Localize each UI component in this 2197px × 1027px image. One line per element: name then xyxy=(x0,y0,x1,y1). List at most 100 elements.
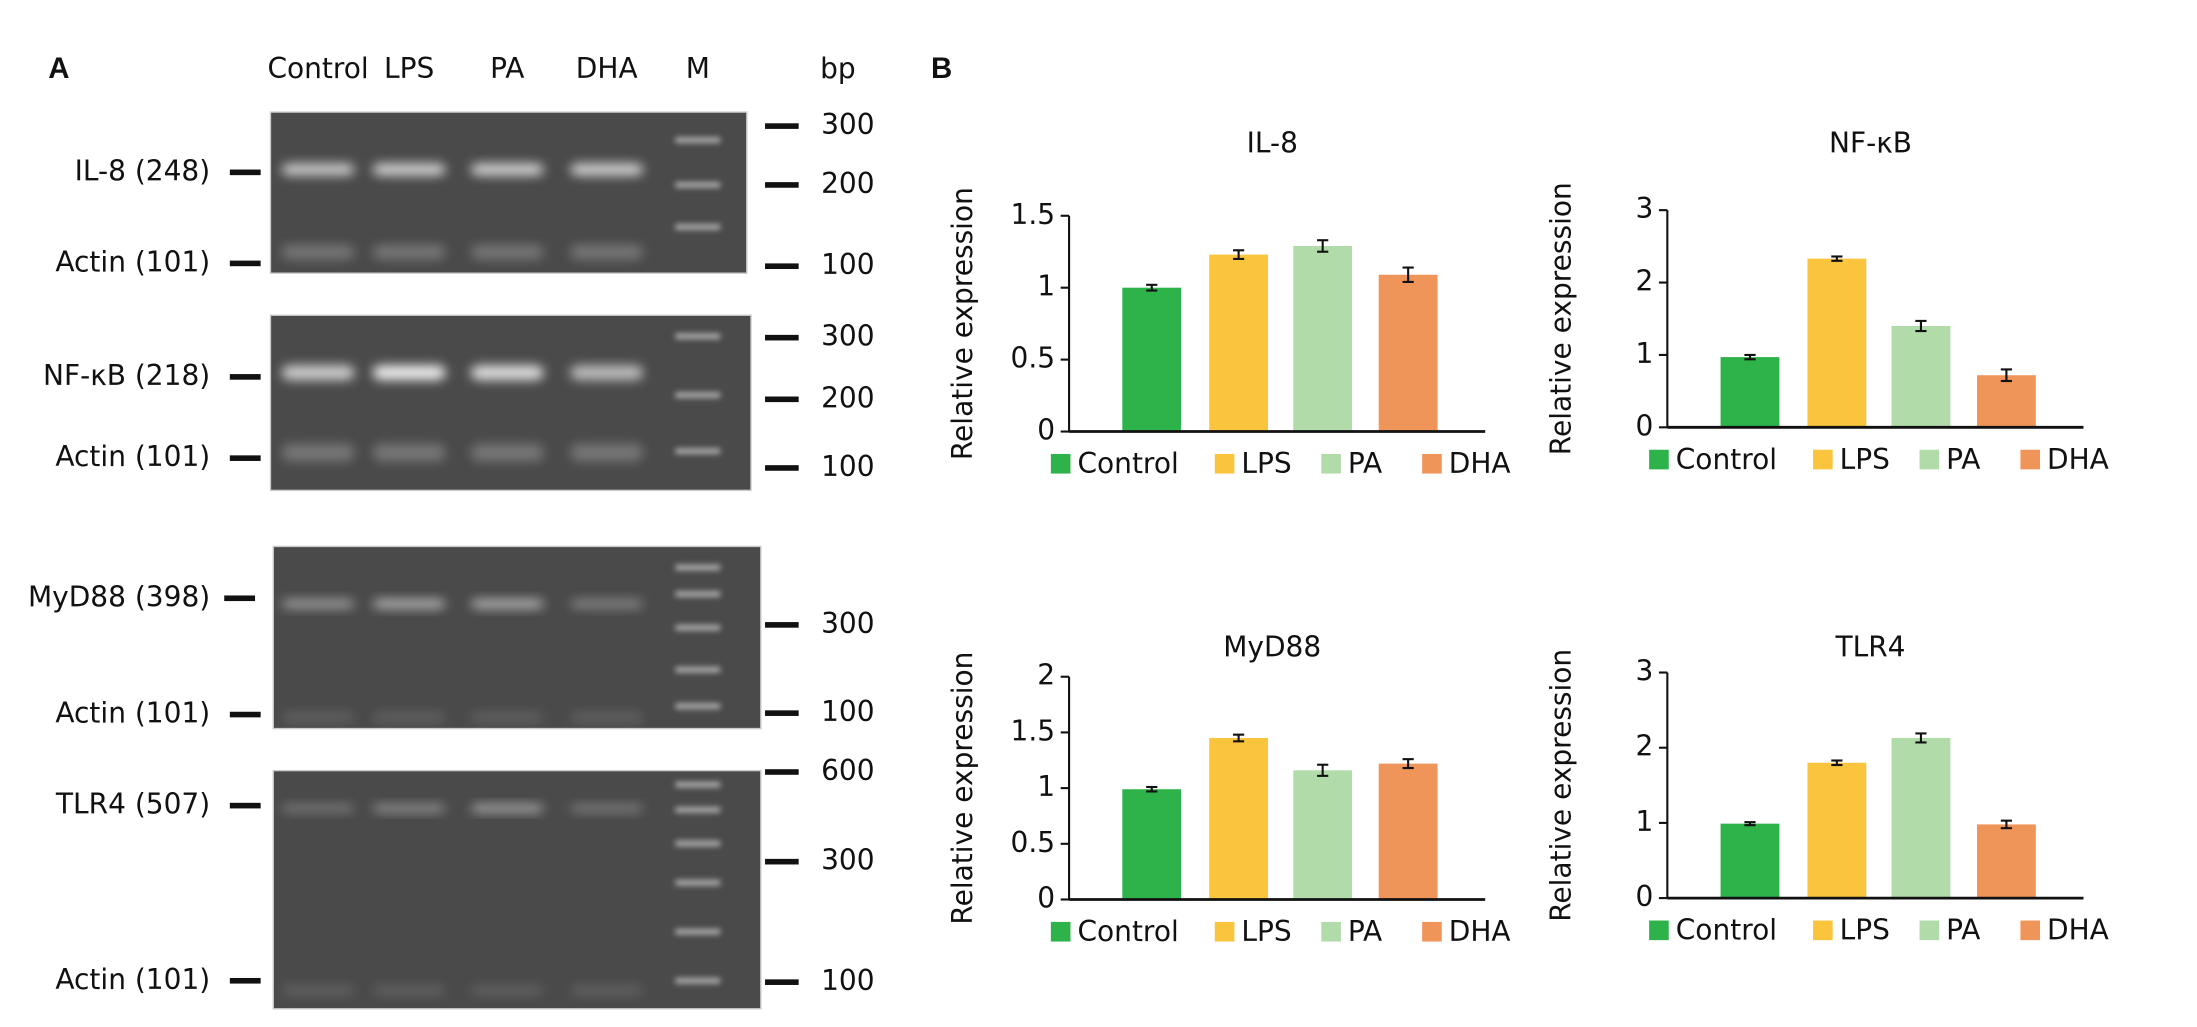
marker-label: 300 xyxy=(821,844,874,877)
marker-label: 300 xyxy=(821,108,874,141)
bar-chart: NF-κB Relative expression 0 1 2 3 Control LPS PA… xyxy=(1544,126,2109,476)
lane-label: DHA xyxy=(576,52,638,85)
legend-swatch xyxy=(2020,920,2041,941)
bar xyxy=(1293,245,1353,432)
y-tick-label: 3 xyxy=(1636,192,1654,225)
y-tick-label: 0 xyxy=(1636,880,1654,913)
legend-label: PA xyxy=(1348,447,1382,480)
gel-band xyxy=(281,599,355,609)
marker-band xyxy=(675,879,721,886)
chart-panel: IL-8 Relative expression 0 0.5 1 1.5 Control LP… xyxy=(946,126,2109,948)
gel-band xyxy=(372,986,446,995)
legend-swatch xyxy=(1050,921,1071,942)
marker-band xyxy=(675,182,721,188)
y-tick-label: 0.5 xyxy=(1011,826,1056,859)
bar xyxy=(1720,823,1780,899)
y-tick-label: 2 xyxy=(1636,730,1654,763)
marker-label: 100 xyxy=(821,964,874,997)
gel-band xyxy=(281,245,355,260)
target-label: IL-8 (248) xyxy=(75,154,211,187)
chart-title: MyD88 xyxy=(1223,631,1321,664)
bar xyxy=(1976,375,2036,428)
legend-swatch xyxy=(1919,920,1940,941)
y-axis-label: Relative expression xyxy=(946,187,979,460)
panel-label: B xyxy=(931,52,952,85)
gel-band xyxy=(570,986,644,995)
marker-dash xyxy=(765,396,799,403)
y-tick-label: 0 xyxy=(1636,409,1654,442)
marker-band xyxy=(675,392,721,398)
gel-band xyxy=(570,713,644,722)
y-tick-label: 0 xyxy=(1037,882,1055,915)
marker-dash xyxy=(765,182,799,188)
bar xyxy=(1976,824,2036,899)
y-tick-label: 1 xyxy=(1636,805,1654,838)
gel-band xyxy=(470,599,544,609)
marker-dash xyxy=(765,123,799,129)
error-bar xyxy=(2000,819,2013,830)
marker-band xyxy=(675,928,721,935)
marker-label: 300 xyxy=(821,607,874,640)
bar xyxy=(1209,254,1269,432)
legend-label: Control xyxy=(1077,915,1178,948)
error-bar xyxy=(1831,255,1843,262)
legend-swatch xyxy=(1422,921,1442,942)
gel-image xyxy=(269,314,752,492)
legend-label: LPS xyxy=(1840,443,1890,476)
bar xyxy=(1209,737,1269,900)
gel-band xyxy=(470,986,544,995)
lane-label: PA xyxy=(490,52,524,85)
legend-swatch xyxy=(1321,453,1341,474)
legend-swatch xyxy=(1649,449,1669,470)
y-tick-label: 0 xyxy=(1037,414,1055,447)
legend-swatch xyxy=(1050,453,1071,474)
target-dash xyxy=(229,260,261,267)
gel-band xyxy=(372,163,446,176)
gel-band xyxy=(281,713,355,722)
bar xyxy=(1378,763,1438,900)
legend-swatch xyxy=(1649,920,1669,941)
error-bar xyxy=(1402,266,1414,283)
gel-image xyxy=(272,545,762,730)
legend-label: PA xyxy=(1348,915,1382,948)
marker-band xyxy=(675,624,721,631)
y-axis-label: Relative expression xyxy=(1544,649,1577,922)
gel-band xyxy=(470,804,544,812)
marker-band xyxy=(675,977,721,984)
y-axis-label: Relative expression xyxy=(1544,182,1577,455)
error-bar xyxy=(1915,319,1927,333)
marker-band xyxy=(675,781,721,788)
gel-band xyxy=(372,804,446,812)
bar-chart: TLR4 Relative expression 0 1 2 3 Control LPS PA D… xyxy=(1544,631,2109,947)
error-bar xyxy=(1146,785,1158,793)
marker-label: 600 xyxy=(821,754,874,787)
error-bar xyxy=(1233,733,1245,743)
legend-label: PA xyxy=(1946,443,1980,476)
target-dash xyxy=(229,374,261,380)
marker-dash xyxy=(765,334,799,341)
bar xyxy=(1891,325,1951,428)
legend-swatch xyxy=(1422,453,1442,474)
marker-label: 100 xyxy=(821,450,874,483)
y-tick-label: 0.5 xyxy=(1011,342,1056,375)
legend-label: DHA xyxy=(2047,914,2109,947)
marker-band xyxy=(675,333,721,340)
legend-label: Control xyxy=(1077,447,1178,480)
legend-swatch xyxy=(1214,921,1235,942)
bar xyxy=(1122,287,1182,432)
gel-band xyxy=(372,444,446,461)
target-dash xyxy=(224,595,256,602)
gel-band xyxy=(470,163,544,176)
bar xyxy=(1891,737,1951,899)
y-tick-label: 1.5 xyxy=(1011,714,1056,747)
y-tick-label: 3 xyxy=(1636,655,1654,688)
gel-band xyxy=(470,444,544,461)
marker-label: 200 xyxy=(821,381,874,414)
error-bar xyxy=(1146,283,1158,292)
marker-dash xyxy=(765,769,799,775)
marker-dash xyxy=(765,622,799,628)
target-dash xyxy=(229,802,261,809)
legend-label: DHA xyxy=(1449,447,1511,480)
marker-label: 100 xyxy=(821,248,874,281)
